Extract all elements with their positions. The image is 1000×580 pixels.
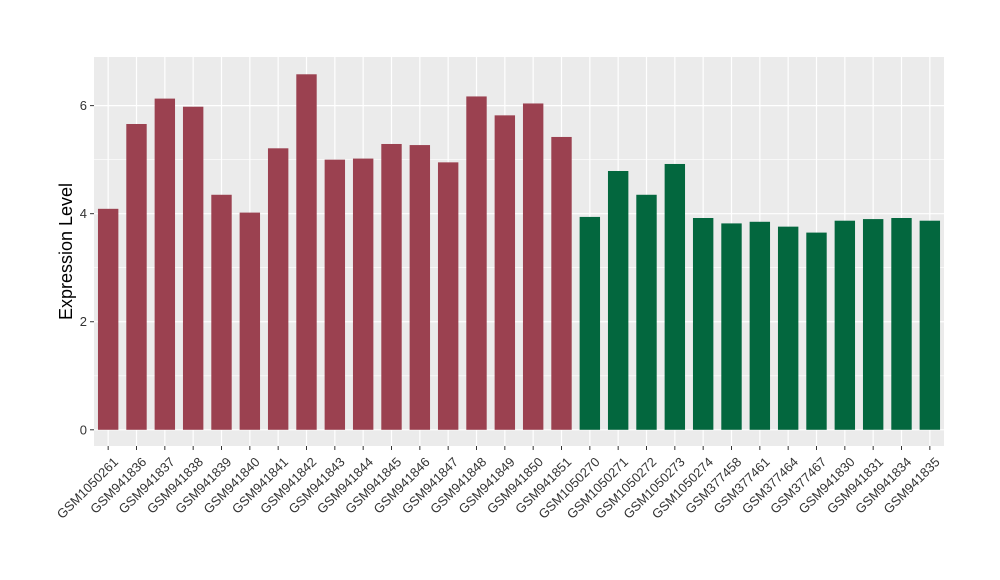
bar-GSM941843 [324,159,346,430]
bar-GSM377458 [721,223,742,430]
bar-GSM941838 [182,106,204,430]
bar-GSM941842 [296,74,317,430]
bar-GSM941845 [381,143,402,430]
bar-GSM941834 [891,218,912,430]
bar-GSM1050271 [607,170,629,430]
bar-GSM377464 [777,226,799,430]
x-axis: GSM1050261GSM941836GSM941837GSM941838GSM… [54,446,943,522]
bars [97,74,941,430]
bar-GSM941850 [522,103,544,430]
bar-GSM941840 [239,212,261,430]
bar-GSM941831 [862,219,884,430]
bar-GSM941836 [126,123,147,430]
plot-panel [94,57,944,446]
y-axis-title: Expression Level [56,183,76,320]
bar-GSM1050261 [97,208,119,430]
y-tick-label: 4 [80,206,87,221]
bar-GSM941846 [409,145,431,430]
bar-GSM941841 [267,148,289,430]
bar-GSM1050272 [636,194,657,430]
bar-GSM1050273 [664,163,686,430]
bar-GSM941844 [352,158,374,430]
y-tick-label: 2 [80,314,87,329]
bar-GSM1050270 [579,216,601,430]
bar-GSM377467 [806,232,827,430]
bar-GSM1050274 [692,218,714,430]
bar-GSM941849 [494,115,516,430]
bar-GSM941835 [919,220,941,430]
bar-GSM941847 [437,162,459,430]
bar-GSM941830 [834,220,856,430]
y-tick-label: 0 [80,422,87,437]
y-tick-label: 6 [80,98,87,113]
y-axis: 0 2 4 6 [80,98,94,437]
bar-GSM941851 [551,136,572,430]
bar-GSM941839 [211,194,232,430]
bar-GSM941848 [466,96,487,430]
bar-GSM377461 [749,221,771,430]
bar-GSM941837 [154,98,176,430]
